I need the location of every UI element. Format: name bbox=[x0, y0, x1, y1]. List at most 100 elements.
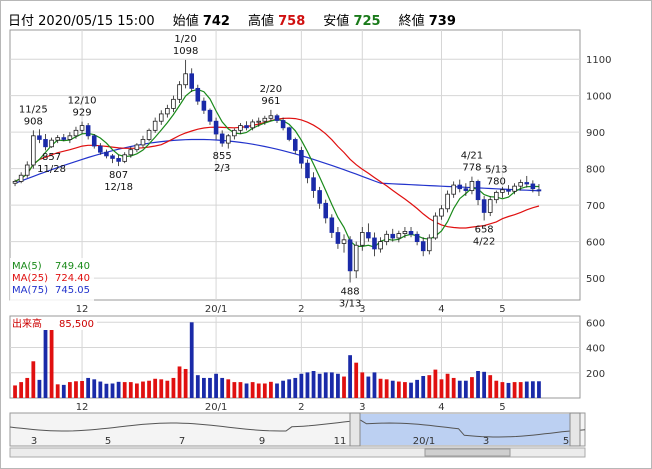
volume-bar bbox=[256, 383, 261, 398]
volume-bar bbox=[74, 381, 78, 398]
price-tick-label: 800 bbox=[586, 165, 605, 176]
volume-x-label: 12 bbox=[76, 402, 89, 413]
candle-body bbox=[329, 217, 335, 233]
close-label: 終値 bbox=[398, 13, 425, 29]
candle-body bbox=[530, 183, 536, 190]
navigator-label: 5 bbox=[563, 436, 569, 447]
date-label: 日付 bbox=[8, 13, 35, 29]
x-month-label: 3 bbox=[359, 304, 365, 315]
annotation-value: 855 bbox=[213, 151, 232, 162]
candle-body bbox=[451, 184, 456, 195]
annotation-date: 11/25 bbox=[19, 104, 48, 115]
navigator-handle-left[interactable] bbox=[349, 412, 361, 447]
volume-bar bbox=[13, 385, 17, 398]
volume-bar bbox=[159, 379, 164, 398]
date-field: 日付 2020/05/15 15:00 bbox=[8, 10, 155, 29]
navigator-label: 3 bbox=[483, 436, 489, 447]
volume-bar bbox=[415, 379, 420, 398]
price-tick-label: 1100 bbox=[586, 55, 611, 66]
candle-body bbox=[280, 120, 286, 129]
volume-x-label: 20/1 bbox=[205, 402, 227, 413]
volume-bar bbox=[55, 384, 60, 398]
volume-bar bbox=[122, 382, 127, 398]
volume-bar bbox=[421, 375, 426, 398]
volume-bar bbox=[25, 377, 30, 398]
x-month-label: 2 bbox=[298, 304, 304, 315]
navigator-selection bbox=[355, 414, 575, 445]
volume-bar bbox=[390, 380, 395, 398]
volume-bar bbox=[31, 361, 36, 398]
candle-body bbox=[311, 177, 316, 191]
candle-body bbox=[140, 139, 146, 146]
range-navigator[interactable]: 3 5 7 9 11 20/1 3 5 bbox=[9, 412, 586, 458]
x-month-label: 4 bbox=[438, 304, 444, 315]
candle-body bbox=[256, 120, 262, 123]
candle-body bbox=[165, 108, 170, 115]
volume-panel: 200 400 600 12 20/1 2 3 4 5 出来高 85,500 bbox=[9, 315, 605, 413]
candle-body bbox=[518, 182, 523, 187]
volume-x-label: 3 bbox=[359, 402, 365, 413]
annotation-value: 857 bbox=[42, 152, 61, 163]
volume-bar bbox=[348, 355, 352, 398]
candle-body bbox=[420, 241, 426, 252]
volume-bar bbox=[378, 378, 383, 398]
annotation-date: 12/10 bbox=[68, 96, 97, 107]
navigator-label: 11 bbox=[334, 436, 347, 447]
candle-body bbox=[536, 189, 542, 192]
navigator-label: 5 bbox=[105, 436, 111, 447]
candle-body bbox=[207, 109, 213, 122]
volume-x-label: 5 bbox=[499, 402, 505, 413]
volume-bar bbox=[61, 384, 66, 398]
volume-bar bbox=[512, 382, 517, 398]
annotation-value: 961 bbox=[261, 96, 280, 107]
volume-legend-name: 出来高 bbox=[12, 317, 42, 330]
candle-body bbox=[146, 129, 152, 140]
x-month-label: 12 bbox=[76, 304, 89, 315]
candle-body bbox=[500, 189, 505, 193]
candle-body bbox=[250, 121, 255, 129]
candle-body bbox=[232, 129, 237, 137]
volume-bar bbox=[372, 372, 377, 398]
legend-value: 745.05 bbox=[55, 285, 90, 296]
candle-body bbox=[457, 184, 463, 190]
candle-body bbox=[384, 233, 389, 243]
volume-bar bbox=[360, 372, 365, 398]
volume-bar bbox=[403, 382, 407, 398]
candle-body bbox=[372, 237, 377, 250]
navigator-scroll-thumb[interactable] bbox=[424, 448, 511, 457]
candle-body bbox=[469, 181, 475, 191]
annotation-value: 658 bbox=[475, 224, 494, 235]
volume-x-label: 2 bbox=[298, 402, 304, 413]
candle-body bbox=[414, 233, 420, 243]
candle-body bbox=[85, 125, 91, 137]
high-label: 高値 bbox=[247, 13, 274, 29]
navigator-scrollbar[interactable] bbox=[9, 447, 586, 458]
navigator-label: 7 bbox=[179, 436, 185, 447]
volume-bar bbox=[500, 382, 505, 398]
candle-body bbox=[219, 133, 225, 144]
candle-body bbox=[177, 84, 182, 100]
price-tick-label: 600 bbox=[586, 238, 605, 249]
candle-body bbox=[128, 149, 134, 156]
volume-bar bbox=[323, 372, 328, 398]
candle-body bbox=[323, 202, 329, 219]
annotation-date: 5/13 bbox=[485, 165, 507, 176]
navigator-handle-right[interactable] bbox=[569, 412, 581, 447]
volume-bar bbox=[128, 382, 133, 398]
volume-bar bbox=[427, 375, 432, 398]
volume-bar bbox=[232, 382, 237, 398]
legend-value: 724.40 bbox=[55, 273, 90, 284]
x-month-label: 5 bbox=[499, 304, 505, 315]
candle-body bbox=[195, 87, 201, 102]
candle-body bbox=[524, 182, 530, 185]
navigator-series-line bbox=[9, 419, 586, 438]
volume-bar bbox=[482, 371, 487, 398]
annotation-value: 778 bbox=[462, 163, 481, 174]
navigator-label: 20/1 bbox=[413, 436, 435, 447]
candle-body bbox=[91, 135, 97, 147]
candle-body bbox=[24, 164, 30, 176]
candle-body bbox=[402, 231, 408, 234]
candle-body bbox=[183, 73, 188, 86]
volume-bar bbox=[214, 373, 218, 398]
candle-body bbox=[73, 129, 79, 137]
